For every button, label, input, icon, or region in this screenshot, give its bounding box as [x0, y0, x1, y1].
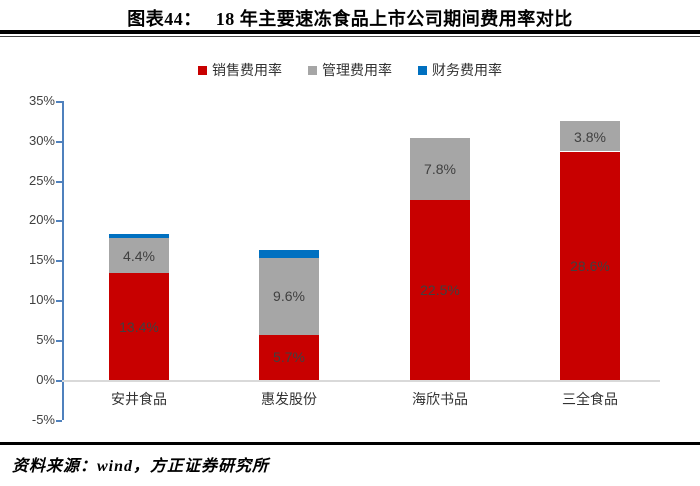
y-axis-tick — [56, 300, 62, 302]
legend-label: 财务费用率 — [432, 64, 502, 79]
y-axis-tick — [56, 260, 62, 262]
bar-segment-销售费用率 — [560, 152, 620, 380]
bar-segment-销售费用率 — [410, 200, 470, 380]
x-axis-label: 安井食品 — [111, 393, 167, 408]
y-axis-tick — [56, 220, 62, 222]
y-axis-tick — [56, 380, 62, 382]
figure-title-text: 18 年主要速冻食品上市公司期间费用率对比 — [215, 9, 573, 29]
figure-title: 图表44： 18 年主要速冻食品上市公司期间费用率对比 — [0, 5, 700, 31]
chart-plot: 35% 30% 25% 20% 15% 10% 5% 0% -5% 13.4% 4.4% 安井食品 5.… — [0, 90, 700, 430]
legend-item-0: 销售费用率 — [198, 60, 282, 80]
top-rule-thick — [0, 30, 700, 34]
x-axis-label: 海欣书品 — [412, 393, 468, 408]
legend-label: 管理费用率 — [322, 64, 392, 79]
bar-value-label: 13.4% — [119, 319, 159, 335]
y-axis-label: 15% — [28, 252, 55, 267]
y-axis-label: 25% — [28, 173, 55, 188]
bar-value-label: 28.6% — [570, 258, 610, 274]
figure-number-label: 图表44： — [127, 9, 202, 29]
y-axis-tick — [56, 340, 62, 342]
y-axis-tick — [56, 420, 62, 422]
legend-swatch-icon — [198, 65, 207, 75]
legend-label: 销售费用率 — [212, 64, 282, 79]
chart-legend: 销售费用率 管理费用率 财务费用率 — [0, 60, 700, 80]
legend-item-2: 财务费用率 — [418, 60, 502, 80]
bar-segment-销售费用率 — [259, 335, 319, 380]
bar-segment-财务费用率 — [109, 234, 169, 238]
bar-segment-财务费用率 — [259, 250, 319, 258]
legend-swatch-icon — [418, 65, 427, 75]
bar-value-label: 22.5% — [420, 282, 460, 298]
bar-value-label: 4.4% — [123, 248, 155, 264]
y-axis-tick — [56, 101, 62, 103]
source-note: 资料来源：wind，方正证券研究所 — [12, 458, 270, 475]
bottom-rule — [0, 442, 700, 445]
y-axis-label: 35% — [28, 93, 55, 108]
x-axis-label: 惠发股份 — [261, 393, 317, 408]
x-axis-label: 三全食品 — [562, 393, 618, 408]
y-axis-label: 5% — [36, 332, 55, 347]
y-axis-tick — [56, 141, 62, 143]
legend-swatch-icon — [308, 65, 317, 75]
bar-value-label: 3.8% — [574, 129, 606, 145]
y-axis-label: 30% — [28, 133, 55, 148]
y-axis-label: -5% — [31, 412, 55, 427]
bar-segment-管理费用率 — [560, 121, 620, 151]
y-axis-label: 10% — [28, 292, 55, 307]
y-axis-label: 0% — [36, 372, 55, 387]
bar-segment-销售费用率 — [109, 273, 169, 380]
y-axis-label: 20% — [28, 212, 55, 227]
y-axis-line — [62, 101, 64, 420]
bar-segment-管理费用率 — [259, 258, 319, 335]
bar-value-label: 7.8% — [424, 161, 456, 177]
top-rule-thin — [0, 36, 700, 37]
zero-gridline — [62, 380, 660, 382]
bar-segment-管理费用率 — [410, 138, 470, 200]
bar-value-label: 9.6% — [273, 288, 305, 304]
y-axis-tick — [56, 181, 62, 183]
bar-value-label: 5.7% — [273, 349, 305, 365]
legend-item-1: 管理费用率 — [308, 60, 392, 80]
bar-segment-管理费用率 — [109, 238, 169, 273]
